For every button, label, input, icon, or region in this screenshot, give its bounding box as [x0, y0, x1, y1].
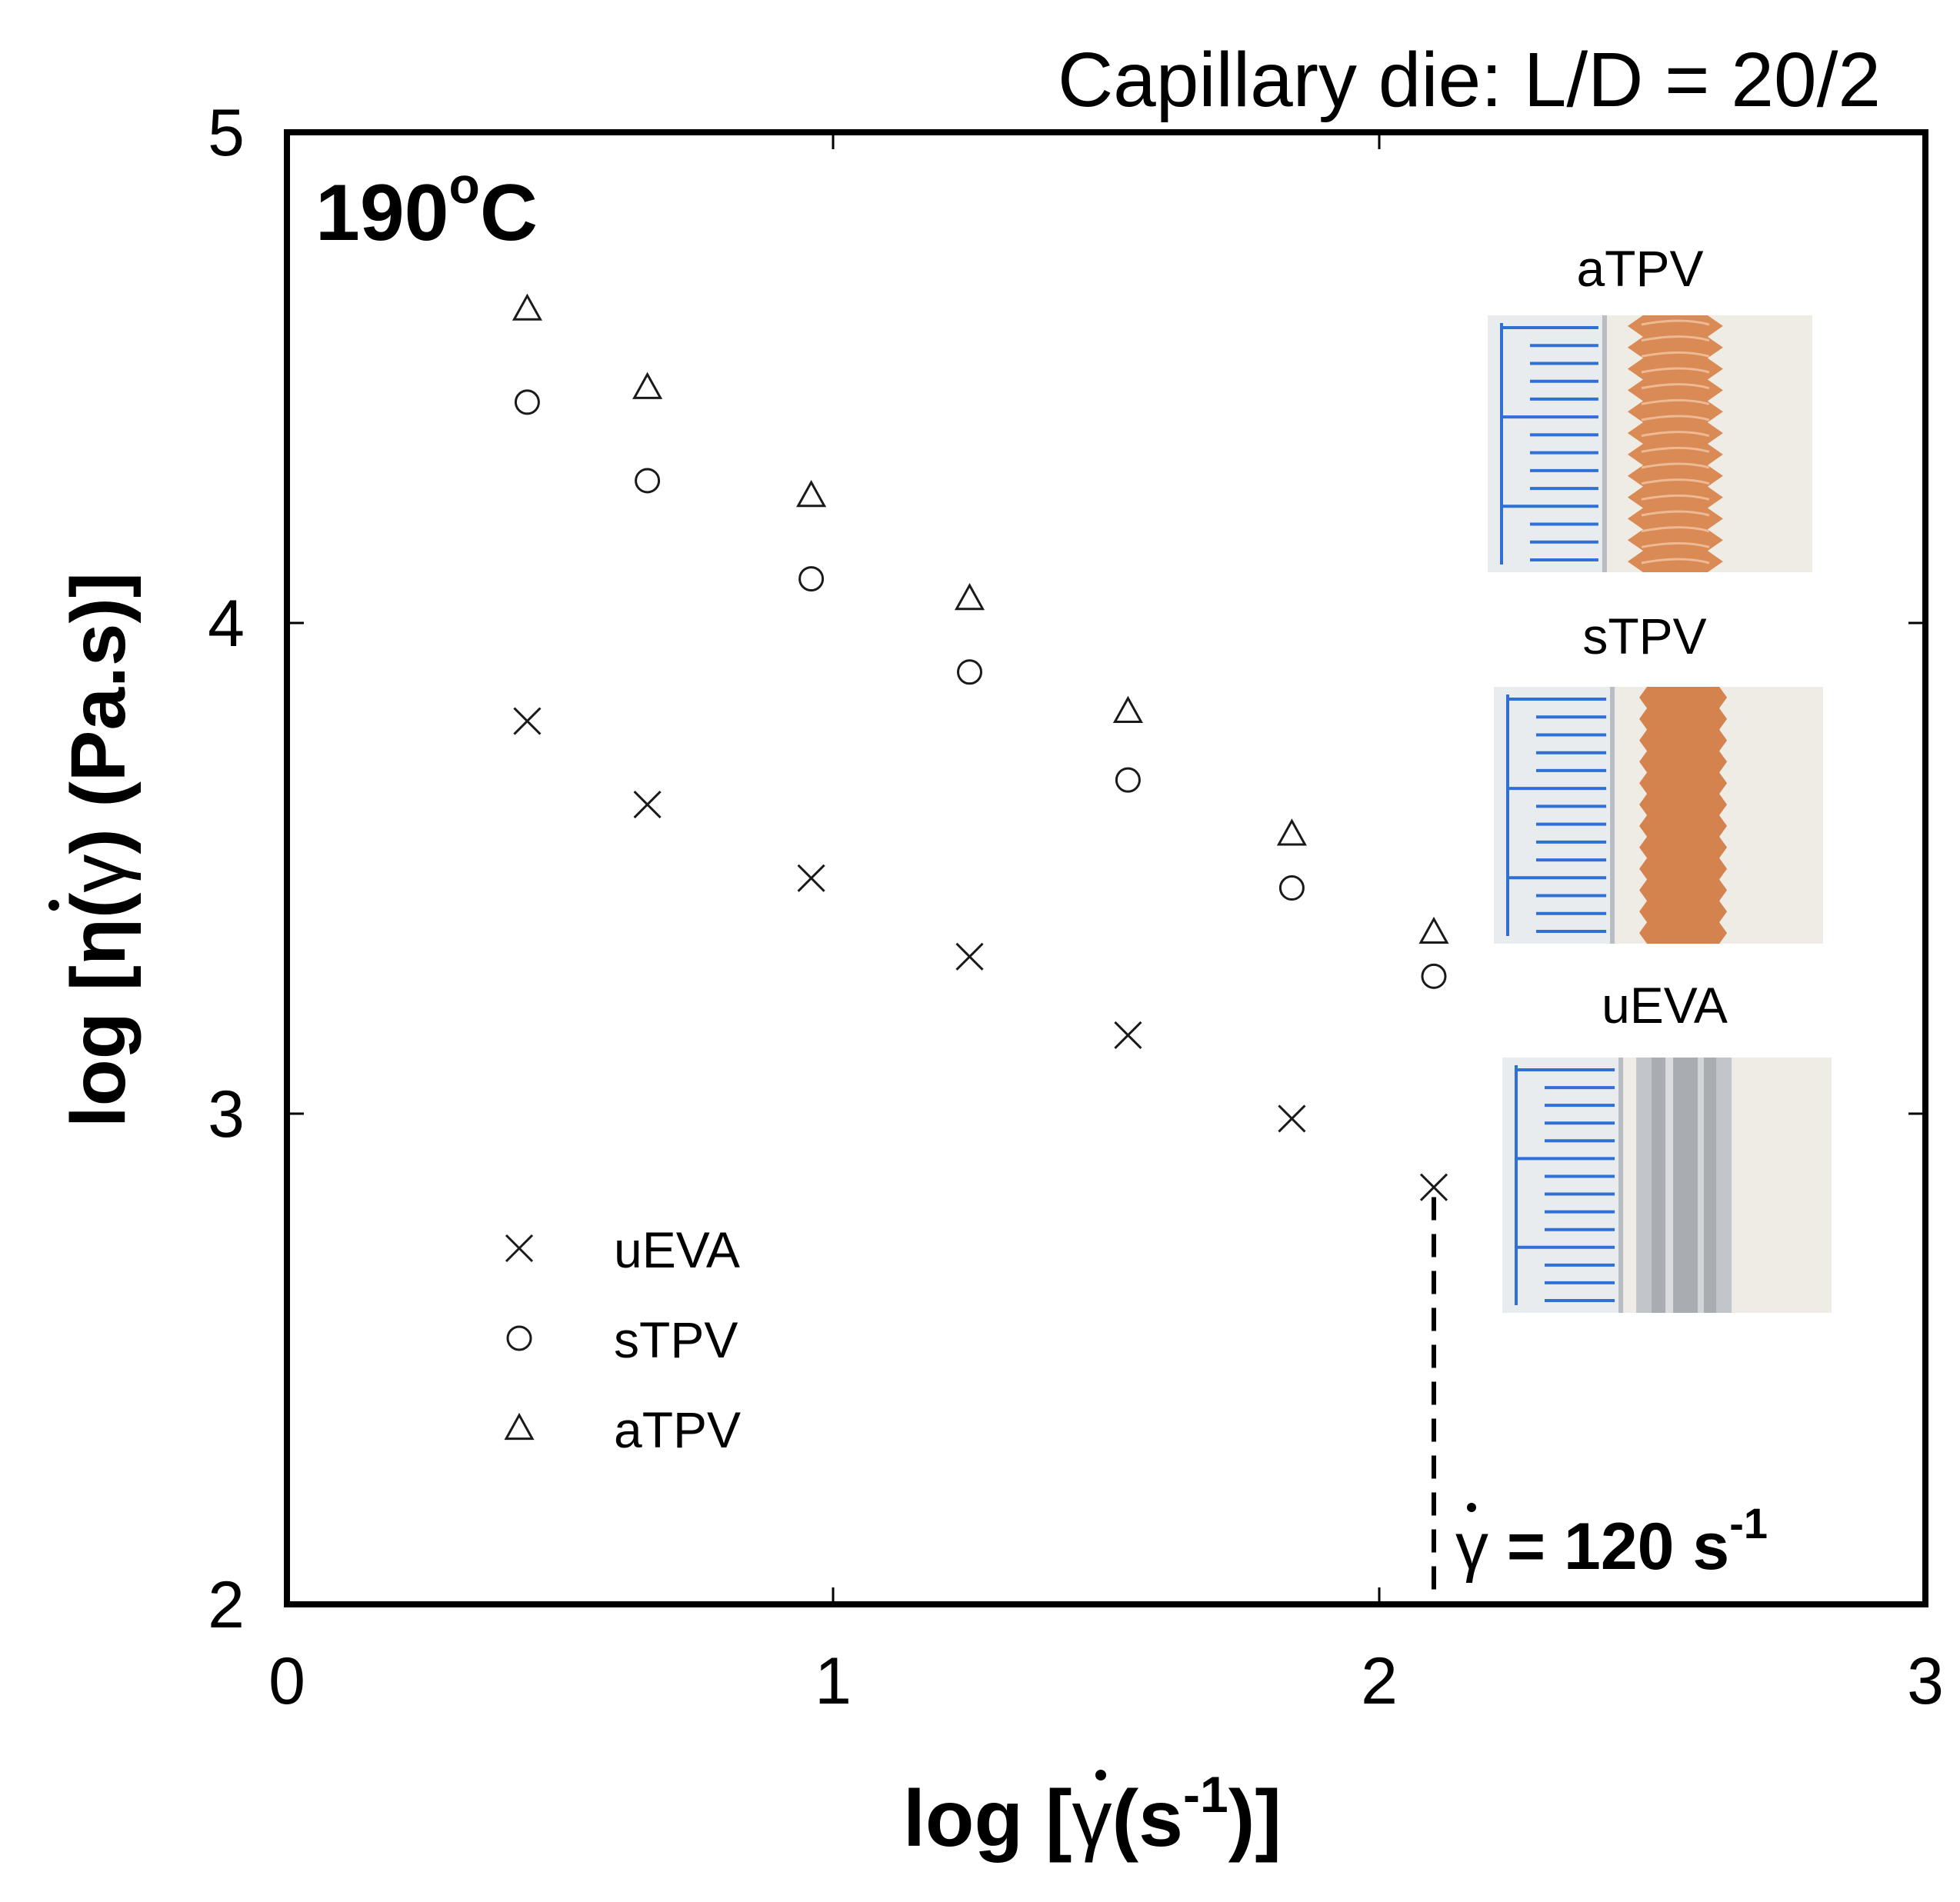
inset-ueva: uEVA	[1502, 977, 1832, 1313]
x-label-symbol: γ	[1072, 1774, 1112, 1864]
ueva-point	[1278, 1104, 1306, 1133]
data-markers	[512, 293, 1449, 1201]
temperature-value: 190	[315, 168, 449, 258]
x-tick-label: 1	[815, 1644, 852, 1718]
ueva-point	[797, 864, 825, 892]
inset-label: uEVA	[1602, 977, 1728, 1034]
atpv-point	[796, 480, 827, 508]
x-label-dot	[1095, 1770, 1106, 1780]
extrudate	[1639, 687, 1728, 944]
axis-ticks: 0 1 2 3 2 3 4 5	[208, 96, 1944, 1718]
legend-item-ueva: uEVA	[505, 1221, 740, 1278]
y-tick-label: 5	[208, 96, 245, 170]
shear-rate-symbol: γ	[1455, 1510, 1488, 1584]
atpv-point	[632, 371, 663, 399]
stpv-point	[1278, 875, 1305, 901]
die-note: Capillary die: L/D = 20/2	[1058, 37, 1881, 123]
x-axis-label: log [γ(s-1)]	[903, 1766, 1282, 1864]
x-tick-label: 0	[268, 1644, 305, 1718]
photo-insets: aTPV sTPV uEVA	[1488, 240, 1832, 1313]
extrudate	[1627, 315, 1723, 572]
y-axis-label: log [η(γ) (Pa.s)]	[48, 572, 142, 1128]
atpv-point	[954, 583, 985, 611]
inset-label: aTPV	[1576, 240, 1703, 297]
ueva-point	[1114, 1021, 1142, 1049]
stpv-point	[957, 659, 982, 685]
ueva-point	[1419, 1173, 1448, 1201]
legend-label: aTPV	[614, 1401, 741, 1458]
stpv-point	[514, 389, 540, 415]
plot-frame	[284, 129, 1928, 1607]
shear-rate-exponent: -1	[1729, 1499, 1768, 1547]
shear-rate-label: γ = 120 s-1	[1455, 1499, 1768, 1584]
legend: uEVA sTPV aTPV	[504, 1221, 741, 1458]
annotation: γ = 120 s-1	[1432, 1197, 1768, 1604]
svg-text:log [γ(s-1)]: log [γ(s-1)]	[903, 1766, 1282, 1864]
atpv-point	[1418, 916, 1449, 944]
x-label-suffix: )]	[1228, 1774, 1282, 1864]
inset-stpv: sTPV	[1494, 608, 1823, 944]
ruler-strip	[1502, 1058, 1622, 1313]
legend-label: sTPV	[614, 1311, 738, 1368]
atpv-point	[1276, 818, 1307, 846]
degree-symbol: o	[449, 157, 480, 214]
shear-rate-dot	[1467, 1503, 1476, 1512]
atpv-point	[1112, 695, 1143, 723]
x-tick-label: 3	[1907, 1644, 1944, 1718]
y-tick-label: 4	[208, 587, 245, 661]
legend-marker-ueva	[505, 1234, 534, 1263]
legend-marker-atpv	[504, 1412, 535, 1441]
ueva-point	[513, 707, 542, 735]
inset-atpv: aTPV	[1488, 240, 1812, 572]
temperature-label: 190oC	[315, 157, 538, 258]
temperature-unit: C	[480, 168, 538, 258]
legend-marker-stpv	[506, 1325, 532, 1351]
shear-rate-value: = 120 s	[1488, 1510, 1729, 1584]
ruler-strip	[1494, 687, 1613, 944]
stpv-point	[635, 468, 661, 494]
x-label-exponent: -1	[1183, 1766, 1228, 1823]
stpv-point	[1421, 963, 1447, 989]
x-tick-label: 2	[1361, 1644, 1398, 1718]
svg-text:log [η(γ) (Pa.s)]: log [η(γ) (Pa.s)]	[55, 572, 142, 1128]
atpv-point	[512, 293, 542, 321]
y-label-dot	[48, 900, 59, 911]
ruler-strip	[1488, 315, 1605, 572]
legend-item-stpv: sTPV	[506, 1311, 738, 1368]
y-label-symbol: γ	[55, 854, 142, 893]
ueva-point	[955, 942, 984, 971]
legend-item-atpv: aTPV	[504, 1401, 741, 1458]
y-label-suffix: ) (Pa.s)]	[55, 572, 142, 854]
x-label-prefix: log [	[903, 1774, 1072, 1864]
y-label-prefix: log [η(	[55, 892, 142, 1128]
ueva-point	[633, 790, 662, 819]
y-tick-label: 2	[208, 1568, 245, 1642]
stpv-point	[1115, 767, 1141, 793]
legend-label: uEVA	[614, 1221, 740, 1278]
y-tick-label: 3	[208, 1078, 245, 1151]
x-label-paren: (s	[1112, 1774, 1183, 1864]
stpv-point	[798, 566, 825, 592]
extrudate	[1652, 1058, 1717, 1313]
inset-label: sTPV	[1582, 608, 1706, 665]
